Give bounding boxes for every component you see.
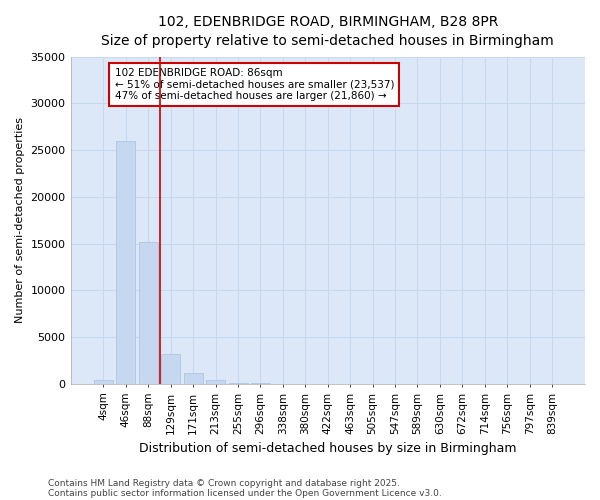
Text: 102 EDENBRIDGE ROAD: 86sqm
← 51% of semi-detached houses are smaller (23,537)
47: 102 EDENBRIDGE ROAD: 86sqm ← 51% of semi… — [115, 68, 394, 101]
Bar — [229, 383, 248, 384]
Text: Contains public sector information licensed under the Open Government Licence v3: Contains public sector information licen… — [48, 488, 442, 498]
Title: 102, EDENBRIDGE ROAD, BIRMINGHAM, B28 8PR
Size of property relative to semi-deta: 102, EDENBRIDGE ROAD, BIRMINGHAM, B28 8P… — [101, 15, 554, 48]
Bar — [206, 380, 225, 384]
X-axis label: Distribution of semi-detached houses by size in Birmingham: Distribution of semi-detached houses by … — [139, 442, 517, 455]
Text: Contains HM Land Registry data © Crown copyright and database right 2025.: Contains HM Land Registry data © Crown c… — [48, 478, 400, 488]
Bar — [116, 141, 136, 384]
Y-axis label: Number of semi-detached properties: Number of semi-detached properties — [15, 118, 25, 324]
Bar — [94, 380, 113, 384]
Bar — [161, 354, 180, 384]
Bar — [139, 242, 158, 384]
Bar — [184, 372, 203, 384]
